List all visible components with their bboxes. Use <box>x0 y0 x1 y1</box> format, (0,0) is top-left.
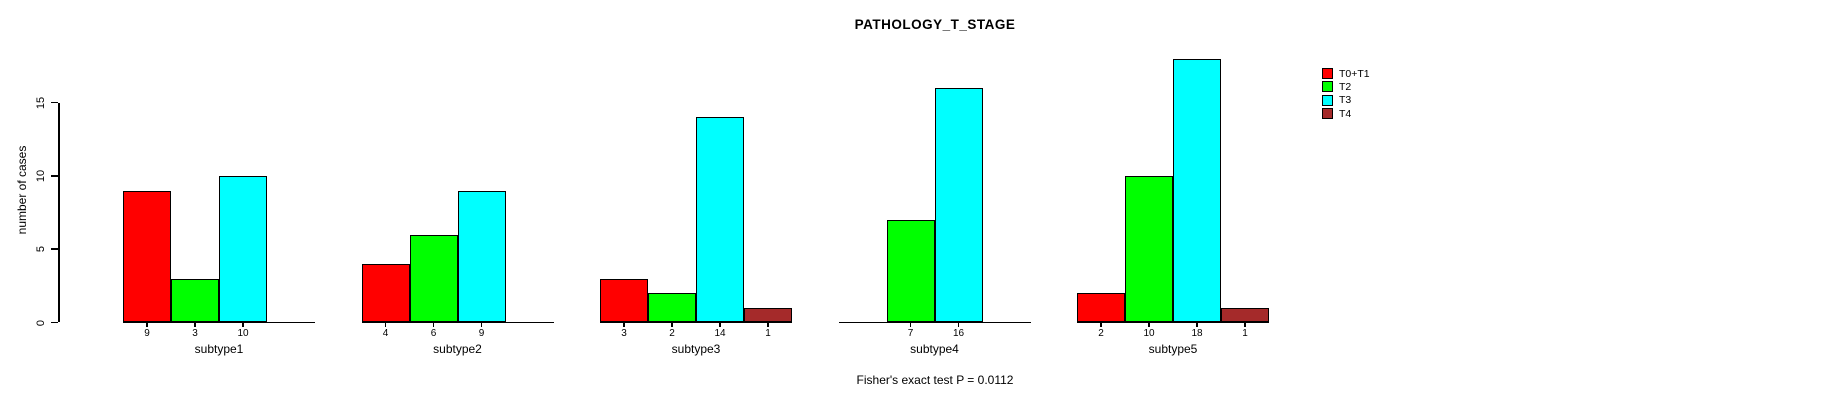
bar-value-label: 3 <box>192 328 198 339</box>
bar-t3 <box>457 190 506 323</box>
bar-value-label: 7 <box>907 328 914 339</box>
legend-swatch-t0-t1 <box>1322 68 1333 79</box>
bar-t4 <box>1221 307 1269 323</box>
bar-t2 <box>1125 175 1173 323</box>
bar-value-label: 10 <box>237 328 249 339</box>
bar-value-label: 9 <box>144 328 150 339</box>
bar-value-label: 16 <box>952 328 965 339</box>
bar-t2 <box>409 234 458 323</box>
x-axis-tick <box>957 323 960 327</box>
x-axis-tick <box>480 323 483 327</box>
x-axis-tick <box>194 323 196 327</box>
bar-t3 <box>219 175 267 323</box>
y-axis-tick-label: 10 <box>35 169 47 183</box>
x-axis-tick <box>767 323 769 327</box>
x-axis-tick <box>623 323 625 327</box>
x-axis-tick <box>1244 323 1246 327</box>
category-label: subtype2 <box>433 342 482 356</box>
x-axis-tick <box>1196 323 1198 327</box>
x-axis-tick <box>671 323 673 327</box>
bar-t2 <box>886 219 935 323</box>
y-axis-tick <box>51 175 58 177</box>
legend-label: T4 <box>1339 107 1352 120</box>
category-label: subtype4 <box>910 342 959 356</box>
bar-value-label: 4 <box>382 328 389 339</box>
bar-t0-t1 <box>123 190 171 323</box>
bar-t2 <box>171 278 219 323</box>
bar-t0-t1 <box>361 263 410 323</box>
y-axis-tick-label: 0 <box>35 319 47 326</box>
y-axis-tick <box>51 321 58 324</box>
y-axis-tick-label: 15 <box>35 96 47 109</box>
y-axis-tick <box>51 248 58 250</box>
bar-t0-t1 <box>600 278 648 323</box>
y-axis-tick <box>51 101 58 104</box>
x-axis-tick <box>1100 323 1102 327</box>
x-axis-tick <box>909 323 912 327</box>
x-axis-tick <box>146 323 148 327</box>
y-axis-line <box>58 102 60 323</box>
bar-value-label: 2 <box>669 328 675 339</box>
category-label: subtype5 <box>1148 342 1198 356</box>
bar-t3 <box>1173 58 1221 323</box>
bar-value-label: 1 <box>1242 328 1248 339</box>
bar-value-label: 14 <box>714 328 726 339</box>
legend-label: T3 <box>1339 94 1352 107</box>
bar-t2 <box>648 293 696 323</box>
bar-value-label: 3 <box>621 328 627 339</box>
legend-swatch-t3 <box>1322 94 1333 106</box>
legend-swatch-t4 <box>1322 108 1333 120</box>
bar-value-label: 2 <box>1098 328 1104 339</box>
x-axis-tick <box>384 323 387 327</box>
footer-note: Fisher's exact test P = 0.0112 <box>856 373 1014 387</box>
chart-title: PATHOLOGY_T_STAGE <box>854 17 1016 32</box>
legend-label: T2 <box>1339 80 1352 93</box>
bar-value-label: 10 <box>1143 328 1155 339</box>
y-axis-label: number of cases <box>15 145 29 235</box>
category-label: subtype1 <box>194 342 244 356</box>
bar-t3 <box>934 88 983 323</box>
bar-t0-t1 <box>1077 293 1125 323</box>
legend-label: T0+T1 <box>1339 67 1370 80</box>
x-axis-tick <box>432 323 435 327</box>
bar-value-label: 1 <box>765 328 771 339</box>
x-axis-tick <box>719 323 721 327</box>
legend-swatch-t2 <box>1322 81 1333 93</box>
y-axis-tick-label: 5 <box>35 246 47 253</box>
x-axis-tick <box>242 323 244 327</box>
bar-t3 <box>696 117 744 323</box>
bar-value-label: 6 <box>430 328 437 339</box>
category-label: subtype3 <box>671 342 721 356</box>
bar-value-label: 9 <box>478 328 485 339</box>
bar-t4 <box>744 307 792 323</box>
x-axis-tick <box>1148 323 1150 327</box>
bar-value-label: 18 <box>1191 328 1203 339</box>
